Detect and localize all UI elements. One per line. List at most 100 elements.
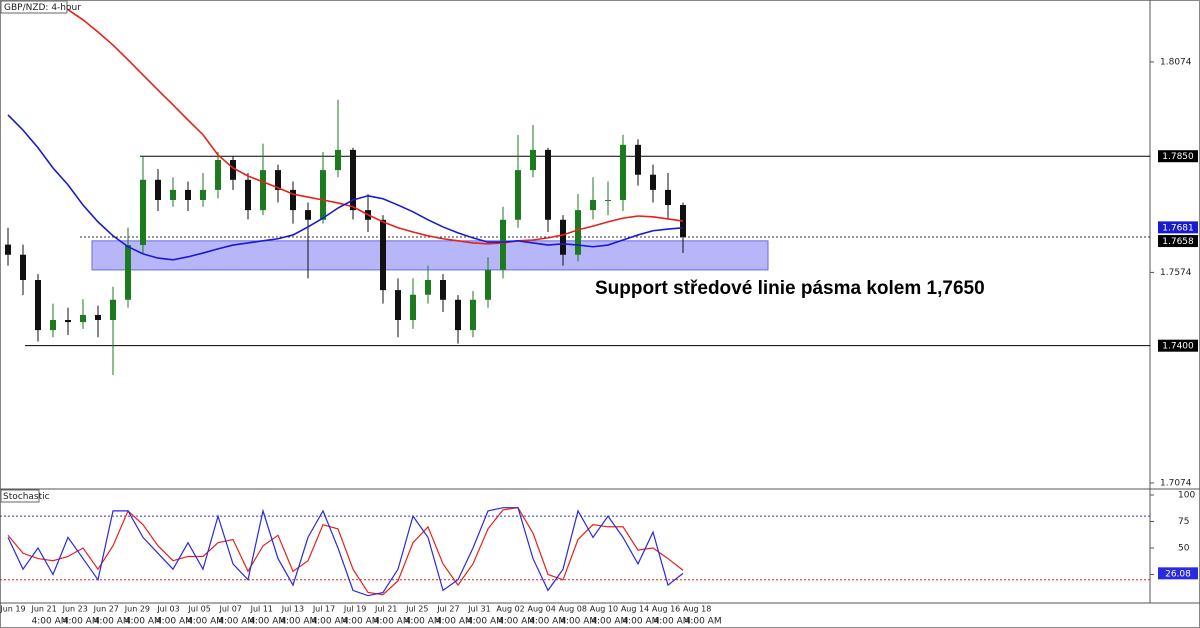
x-time-label: 4:00 AM — [529, 617, 566, 627]
y-tick-label: 1.8074 — [1160, 57, 1192, 67]
candle-body — [470, 299, 476, 331]
stochastic-panel: 10075502526.08 — [0, 490, 1198, 597]
candle-body — [410, 294, 416, 320]
title-box — [0, 0, 68, 14]
candle-body — [560, 219, 566, 255]
x-time-label: 4:00 AM — [467, 617, 504, 627]
candle-body — [50, 320, 56, 331]
candle-body — [290, 189, 296, 211]
annotation: Support středové linie pásma kolem 1,765… — [595, 278, 985, 299]
level-label: 1.7400 — [1162, 342, 1194, 352]
x-time-label: 4:00 AM — [622, 617, 659, 627]
candle-body — [20, 254, 26, 280]
candle-body — [395, 290, 401, 320]
x-tick-label: Aug 02 — [496, 605, 524, 614]
candle-body — [5, 244, 11, 255]
current-price-label: 1.7658 — [1162, 237, 1194, 247]
candle-body — [140, 179, 146, 246]
candle-body — [440, 280, 446, 300]
stochastic-title: Stochastic — [3, 492, 50, 502]
y-tick-label: 100 — [1178, 490, 1195, 500]
x-time-label: 4:00 AM — [374, 617, 411, 627]
candle-body — [530, 149, 536, 171]
x-tick-label: Aug 10 — [590, 605, 618, 614]
x-time-label: 4:00 AM — [94, 617, 131, 627]
x-time-label: 4:00 AM — [156, 617, 193, 627]
x-tick-label: Jul 11 — [250, 605, 273, 614]
y-tick-label: 1.7574 — [1160, 268, 1192, 278]
candle-body — [605, 200, 611, 201]
x-time-label: 4:00 AM — [218, 617, 255, 627]
candle-body — [80, 314, 86, 323]
x-time-label: 4:00 AM — [280, 617, 317, 627]
candle-body — [200, 189, 206, 200]
x-time-label: 4:00 AM — [560, 617, 597, 627]
x-tick-label: Jul 31 — [467, 605, 490, 614]
chart-title: GBP/NZD: 4-hour — [4, 3, 81, 13]
candle-body — [245, 179, 251, 211]
y-tick-label: 75 — [1178, 517, 1189, 527]
candle-body — [590, 200, 596, 211]
candle-body — [35, 280, 41, 331]
x-tick-label: Jul 05 — [187, 605, 210, 614]
x-time-label: 4:00 AM — [405, 617, 442, 627]
x-time-label: 4:00 AM — [436, 617, 473, 627]
x-time-label: 4:00 AM — [591, 617, 628, 627]
candle-body — [320, 170, 326, 220]
candle-body — [230, 160, 236, 180]
current-price-label-box — [1158, 235, 1198, 248]
candle-body — [485, 269, 491, 300]
x-time-label: 4:00 AM — [32, 617, 69, 627]
x-tick-label: Jul 17 — [312, 605, 335, 614]
x-tick-label: Jul 25 — [405, 605, 428, 614]
candle-body — [455, 299, 461, 331]
candle-body — [170, 189, 176, 200]
y-tick-label: 50 — [1178, 543, 1190, 553]
candle-body — [275, 170, 281, 190]
x-time-label: 4:00 AM — [125, 617, 162, 627]
y-tick-label: 1.7074 — [1160, 478, 1192, 488]
stochastic-value-label-box — [1158, 567, 1198, 580]
candle-body — [500, 219, 506, 270]
x-tick-label: Jul 19 — [343, 605, 366, 614]
x-time-label: 4:00 AM — [343, 617, 380, 627]
x-time-label: 4:00 AM — [685, 617, 722, 627]
stochastic-line — [7, 507, 684, 597]
moving-average — [7, 114, 684, 261]
x-tick-label: Jun 19 — [0, 605, 26, 614]
level-label: 1.7850 — [1162, 152, 1194, 162]
x-tick-label: Aug 18 — [683, 605, 711, 614]
x-tick-label: Jul 03 — [156, 605, 179, 614]
candle-body — [305, 210, 311, 220]
stoch-title-box — [0, 489, 40, 503]
candle-body — [335, 149, 341, 171]
x-tick-label: Aug 04 — [528, 605, 556, 614]
candle-body — [95, 314, 101, 320]
x-time-label: 4:00 AM — [63, 617, 100, 627]
candle-body — [380, 219, 386, 291]
candle-body — [110, 299, 116, 320]
stochastic-line — [7, 507, 684, 596]
candle-body — [515, 170, 521, 220]
x-tick-label: Aug 08 — [559, 605, 587, 614]
x-time-label: 4:00 AM — [498, 617, 535, 627]
x-time-label: 4:00 AM — [654, 617, 691, 627]
x-tick-label: Jun 21 — [30, 605, 56, 614]
candle-body — [65, 320, 71, 323]
candle-body — [260, 170, 266, 211]
candle-body — [350, 149, 356, 211]
candle-body — [215, 160, 221, 190]
stochastic-value-label: 26.08 — [1165, 569, 1191, 579]
ma-label-box — [1158, 221, 1198, 234]
x-tick-label: Aug 14 — [621, 605, 649, 614]
moving-average — [67, 9, 684, 245]
level-label-box — [1158, 339, 1198, 352]
x-tick-label: Jul 21 — [374, 605, 397, 614]
x-time-label: 4:00 AM — [311, 617, 348, 627]
candle-body — [125, 245, 131, 300]
candle-body — [620, 144, 626, 200]
ma-label: 1.7681 — [1162, 223, 1194, 233]
x-tick-label: Jun 27 — [93, 605, 119, 614]
candle-body — [665, 189, 671, 206]
